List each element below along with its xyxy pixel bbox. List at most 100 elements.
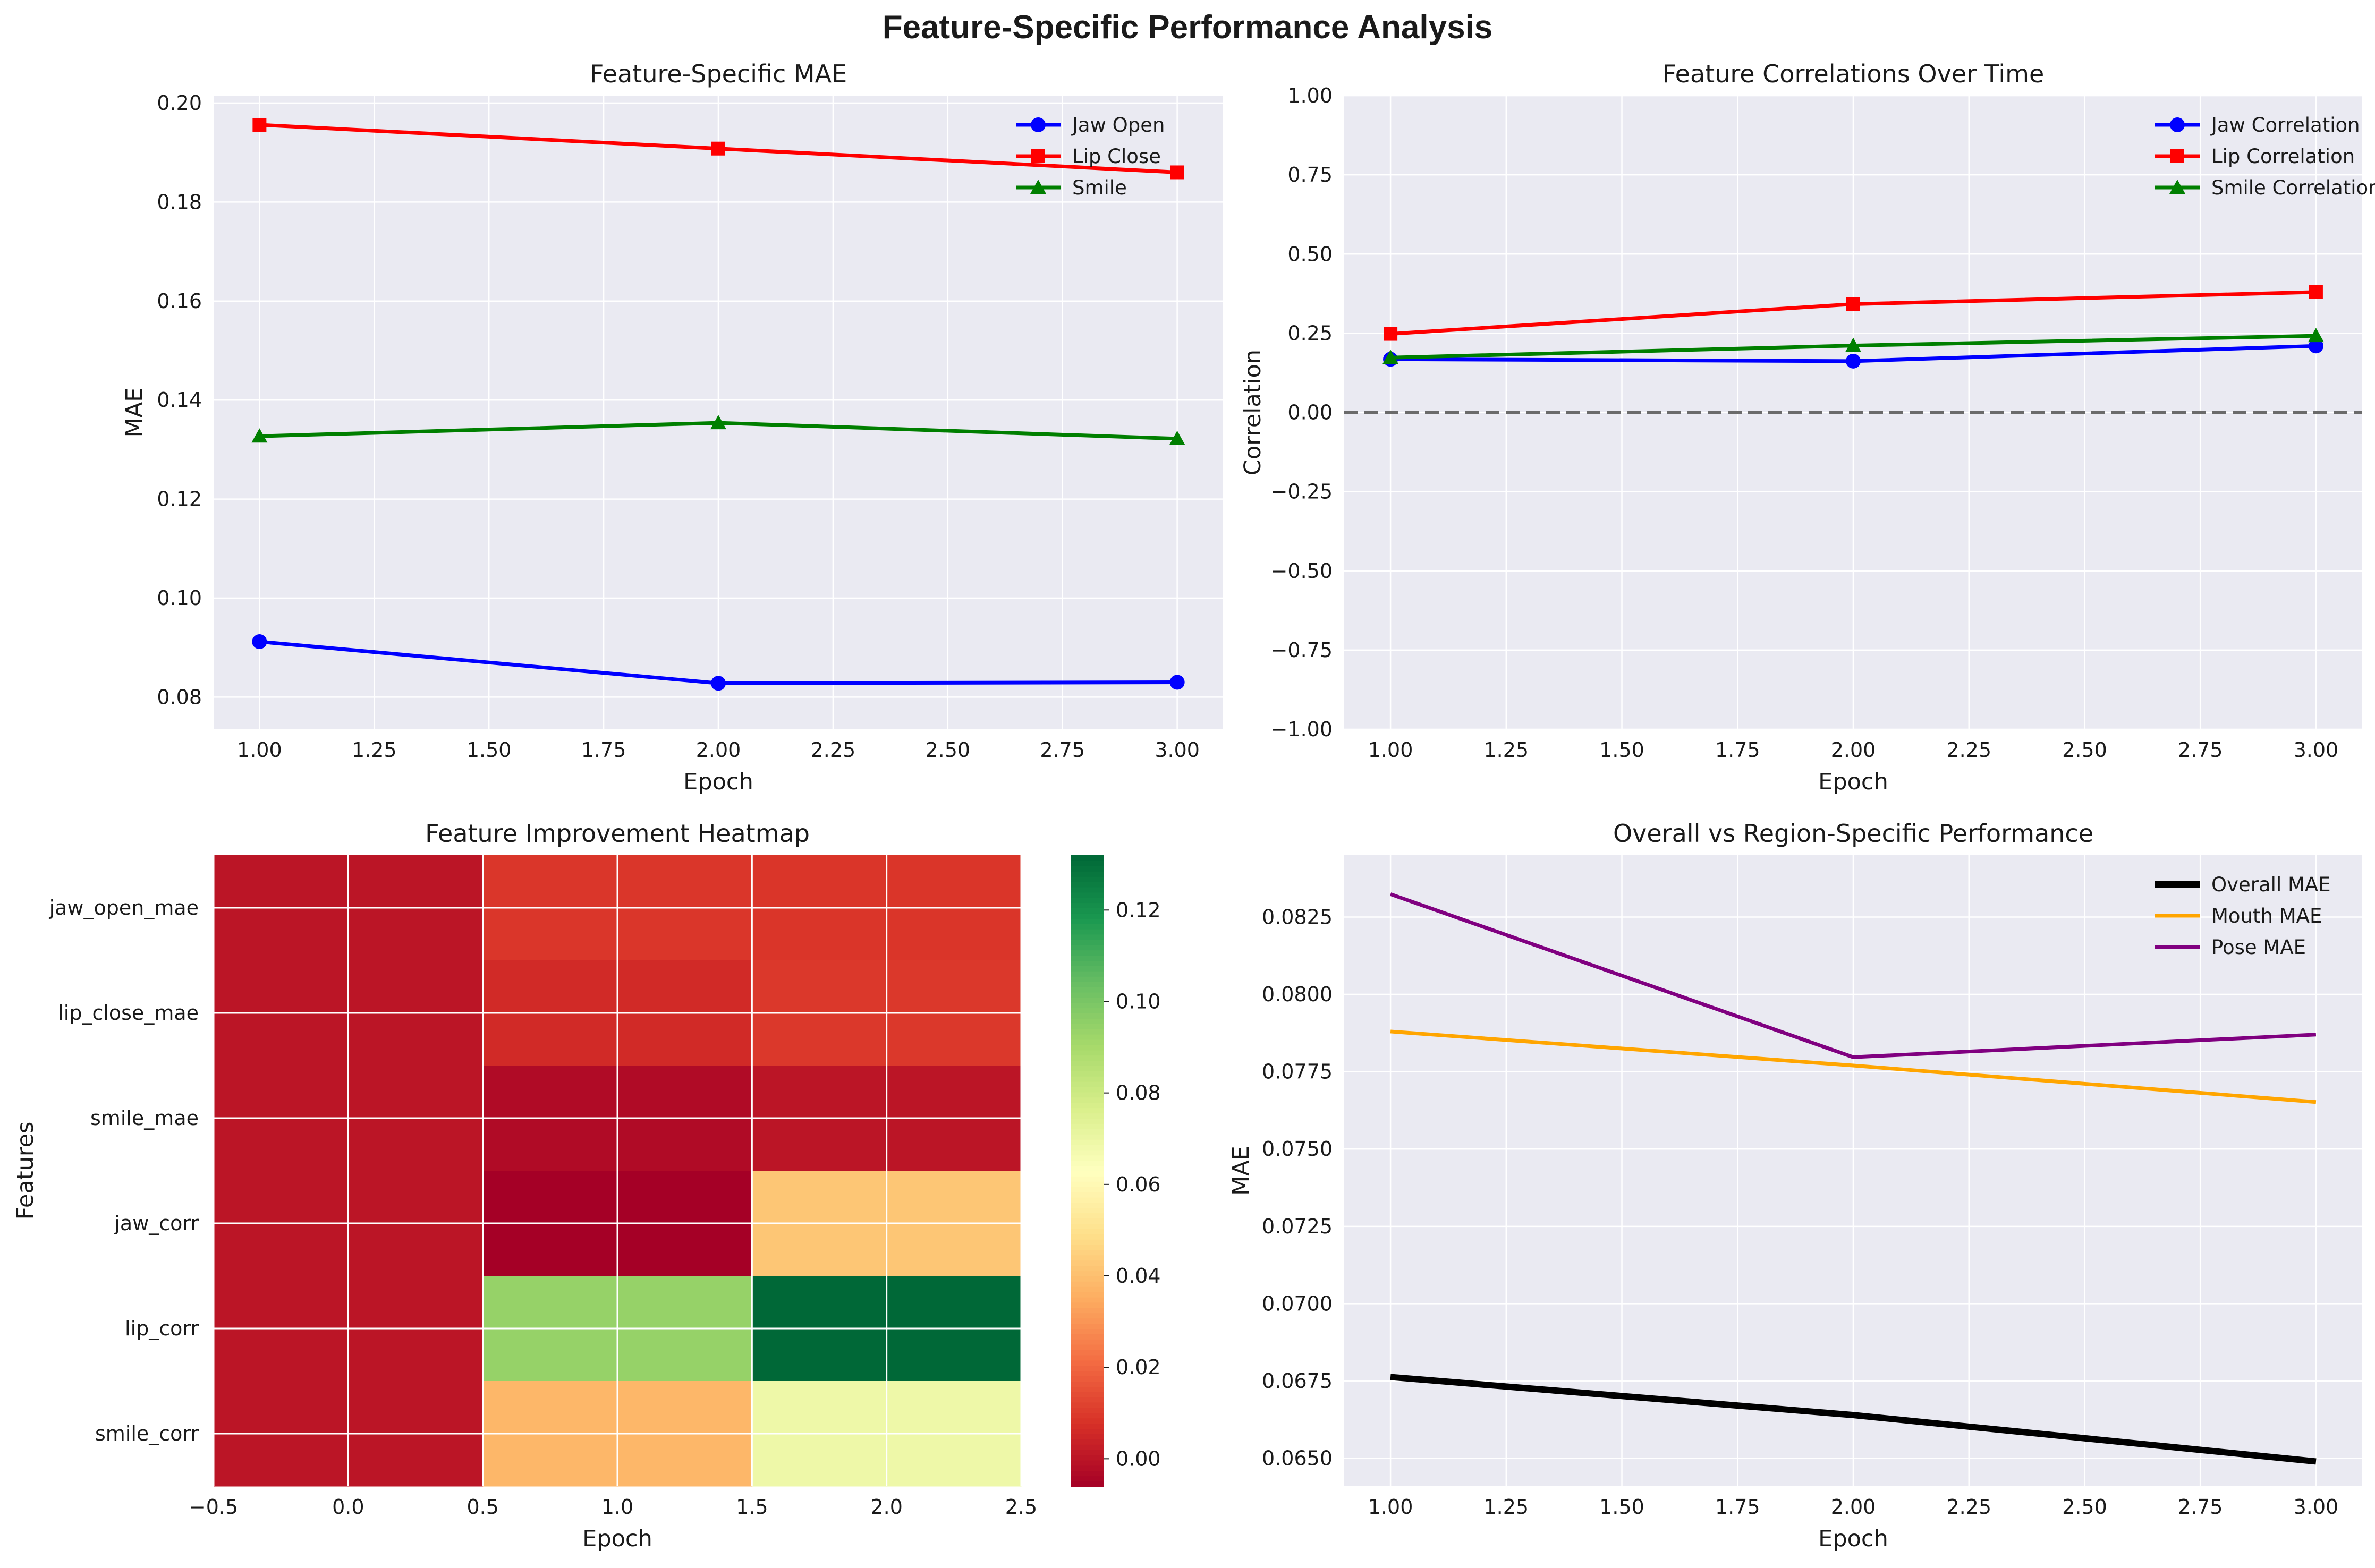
x-tick-label: 1.0 (601, 1495, 633, 1519)
colorbar-segment (1071, 1013, 1104, 1019)
y-tick-label: jaw_open_mae (49, 896, 199, 919)
colorbar-segment (1071, 1218, 1104, 1224)
data-point (1170, 165, 1184, 180)
series-jaw-correlation (1383, 338, 2323, 369)
colorbar-segment (1071, 892, 1104, 898)
colorbar-tick-label: 0.06 (1116, 1173, 1161, 1196)
panel-title: Overall vs Region-Specific Performance (1613, 819, 2093, 848)
series-pose-mae (1389, 892, 2317, 1059)
colorbar-segment (1071, 1281, 1104, 1287)
colorbar-segment (1071, 1233, 1104, 1240)
x-tick-label: 1.25 (1484, 738, 1529, 762)
panel-title: Feature Correlations Over Time (1662, 59, 2045, 88)
colorbar-segment (1071, 1291, 1104, 1298)
legend: Overall MAE Mouth MAE Pose MAE (2155, 873, 2331, 959)
series-line (1390, 1029, 2317, 1104)
colorbar-segment (1071, 1181, 1104, 1187)
colorbar-segment (1071, 1391, 1104, 1397)
colorbar-segment (1071, 1255, 1104, 1261)
colorbar-segment (1071, 1175, 1104, 1182)
legend-label: Smile Correlation (2211, 176, 2375, 199)
colorbar-segment (1071, 1407, 1104, 1413)
colorbar-segment (1071, 1470, 1104, 1477)
y-tick-label: −1.00 (1271, 718, 1333, 741)
colorbar-segment (1071, 1481, 1104, 1487)
colorbar-segment (1071, 1144, 1104, 1151)
legend-marker (1030, 180, 1046, 194)
x-tick-label: 2.0 (870, 1495, 902, 1519)
colorbar-tick-label: 0.10 (1116, 990, 1161, 1013)
colorbar-segment (1071, 1244, 1104, 1250)
colorbar-segment (1071, 1044, 1104, 1051)
colorbar-segment (1071, 1070, 1104, 1077)
colorbar-segment (1071, 1423, 1104, 1429)
x-tick-label: 2.75 (1040, 738, 1085, 762)
colorbar-segment (1071, 1223, 1104, 1229)
y-tick-label: 0.0650 (1262, 1447, 1333, 1470)
colorbar-segment (1071, 1191, 1104, 1198)
y-tick-label: 0.50 (1287, 242, 1333, 266)
colorbar-segment (1071, 1381, 1104, 1387)
x-tick-label: 2.25 (1946, 738, 1991, 762)
colorbar-segment (1071, 955, 1104, 961)
colorbar-segment (1071, 1228, 1104, 1234)
y-axis-label: Correlation (1240, 350, 1266, 475)
panel-title: Feature Improvement Heatmap (425, 819, 810, 848)
data-point (710, 415, 726, 430)
colorbar-segment (1071, 986, 1104, 993)
colorbar-segment (1071, 881, 1104, 888)
x-tick-label: 2.5 (1005, 1495, 1037, 1519)
colorbar-tick-label: 0.02 (1116, 1356, 1161, 1379)
x-axis-label: Epoch (582, 1526, 652, 1552)
colorbar-segment (1071, 876, 1104, 882)
y-tick-label: 1.00 (1287, 84, 1333, 107)
x-tick-label: −0.5 (189, 1495, 238, 1519)
y-tick-label: lip_close_mae (58, 1001, 199, 1025)
data-point (711, 141, 725, 156)
legend-marker (1031, 117, 1046, 132)
y-tick-label: −0.50 (1271, 559, 1333, 583)
colorbar-segment (1071, 865, 1104, 872)
colorbar-segment (1071, 1307, 1104, 1314)
colorbar-segment (1071, 1076, 1104, 1082)
colorbar-segment (1071, 950, 1104, 956)
colorbar-segment (1071, 1265, 1104, 1272)
legend-label: Pose MAE (2211, 936, 2306, 959)
x-tick-label: 1.00 (237, 738, 282, 762)
x-tick-label: 1.75 (1715, 1495, 1760, 1519)
colorbar: 0.00 0.02 0.04 0.06 0.08 0.10 0.12 (1071, 855, 1161, 1487)
colorbar-segment (1071, 913, 1104, 919)
colorbar-segment (1071, 902, 1104, 908)
x-tick-label: 1.50 (1599, 1495, 1644, 1519)
colorbar-segment (1071, 1060, 1104, 1066)
y-tick-label: 0.75 (1287, 163, 1333, 186)
data-point (1382, 350, 1399, 364)
y-tick-label: jaw_corr (114, 1212, 199, 1235)
legend-label: Lip Close (1072, 145, 1161, 168)
colorbar-segment (1071, 944, 1104, 951)
y-tick-label: 0.0750 (1262, 1137, 1333, 1161)
data-point (252, 117, 267, 132)
colorbar-segment (1071, 1197, 1104, 1203)
heatmap-panel: jaw_open_mae lip_close_mae smile_mae jaw_co… (12, 819, 1161, 1552)
x-tick-label: 2.75 (2178, 738, 2223, 762)
legend-marker (1031, 149, 1045, 163)
colorbar-segment (1071, 1438, 1104, 1445)
series-smile (251, 415, 1185, 445)
colorbar-segment (1071, 1050, 1104, 1056)
data-point (2308, 338, 2323, 354)
x-tick-label: 2.25 (1946, 1495, 1991, 1519)
colorbar-segment (1071, 1066, 1104, 1071)
x-tick-label: 0.0 (332, 1495, 364, 1519)
colorbar-segment (1071, 1118, 1104, 1124)
colorbar-segment (1071, 1476, 1104, 1482)
y-tick-label: 0.18 (157, 190, 202, 214)
mae-panel: 1.00 1.25 1.50 1.75 2.00 2.25 2.50 2.75 3.00 0.08… (121, 59, 1223, 795)
colorbar-segment (1071, 1333, 1104, 1340)
x-tick-label: 1.25 (352, 738, 397, 762)
y-tick-label: 0.25 (1287, 321, 1333, 345)
y-tick-label: −0.75 (1271, 638, 1333, 662)
colorbar-segment (1071, 1081, 1104, 1087)
data-point (1845, 337, 1861, 352)
